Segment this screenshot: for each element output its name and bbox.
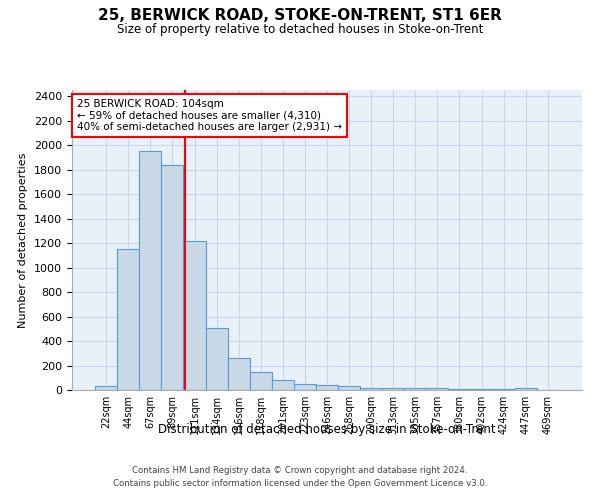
Bar xyxy=(117,249,139,390)
Bar xyxy=(95,386,117,390)
Bar xyxy=(360,388,382,390)
Bar xyxy=(382,388,404,390)
Bar xyxy=(515,388,537,390)
Bar xyxy=(493,389,515,390)
Bar xyxy=(338,386,360,390)
Y-axis label: Number of detached properties: Number of detached properties xyxy=(19,152,28,328)
Bar xyxy=(227,358,250,390)
Bar xyxy=(139,151,161,390)
Text: 25 BERWICK ROAD: 104sqm
← 59% of detached houses are smaller (4,310)
40% of semi: 25 BERWICK ROAD: 104sqm ← 59% of detache… xyxy=(77,99,342,132)
Bar xyxy=(448,389,470,390)
Text: Size of property relative to detached houses in Stoke-on-Trent: Size of property relative to detached ho… xyxy=(117,22,483,36)
Bar xyxy=(470,389,493,390)
Bar xyxy=(316,385,338,390)
Bar xyxy=(250,372,272,390)
Bar xyxy=(161,164,184,390)
Bar xyxy=(206,328,227,390)
Text: 25, BERWICK ROAD, STOKE-ON-TRENT, ST1 6ER: 25, BERWICK ROAD, STOKE-ON-TRENT, ST1 6E… xyxy=(98,8,502,22)
Text: Contains HM Land Registry data © Crown copyright and database right 2024.
Contai: Contains HM Land Registry data © Crown c… xyxy=(113,466,487,487)
Bar xyxy=(272,380,294,390)
Bar xyxy=(184,240,206,390)
Bar xyxy=(427,388,448,390)
Bar xyxy=(294,384,316,390)
Text: Distribution of detached houses by size in Stoke-on-Trent: Distribution of detached houses by size … xyxy=(158,422,496,436)
Bar xyxy=(404,388,427,390)
